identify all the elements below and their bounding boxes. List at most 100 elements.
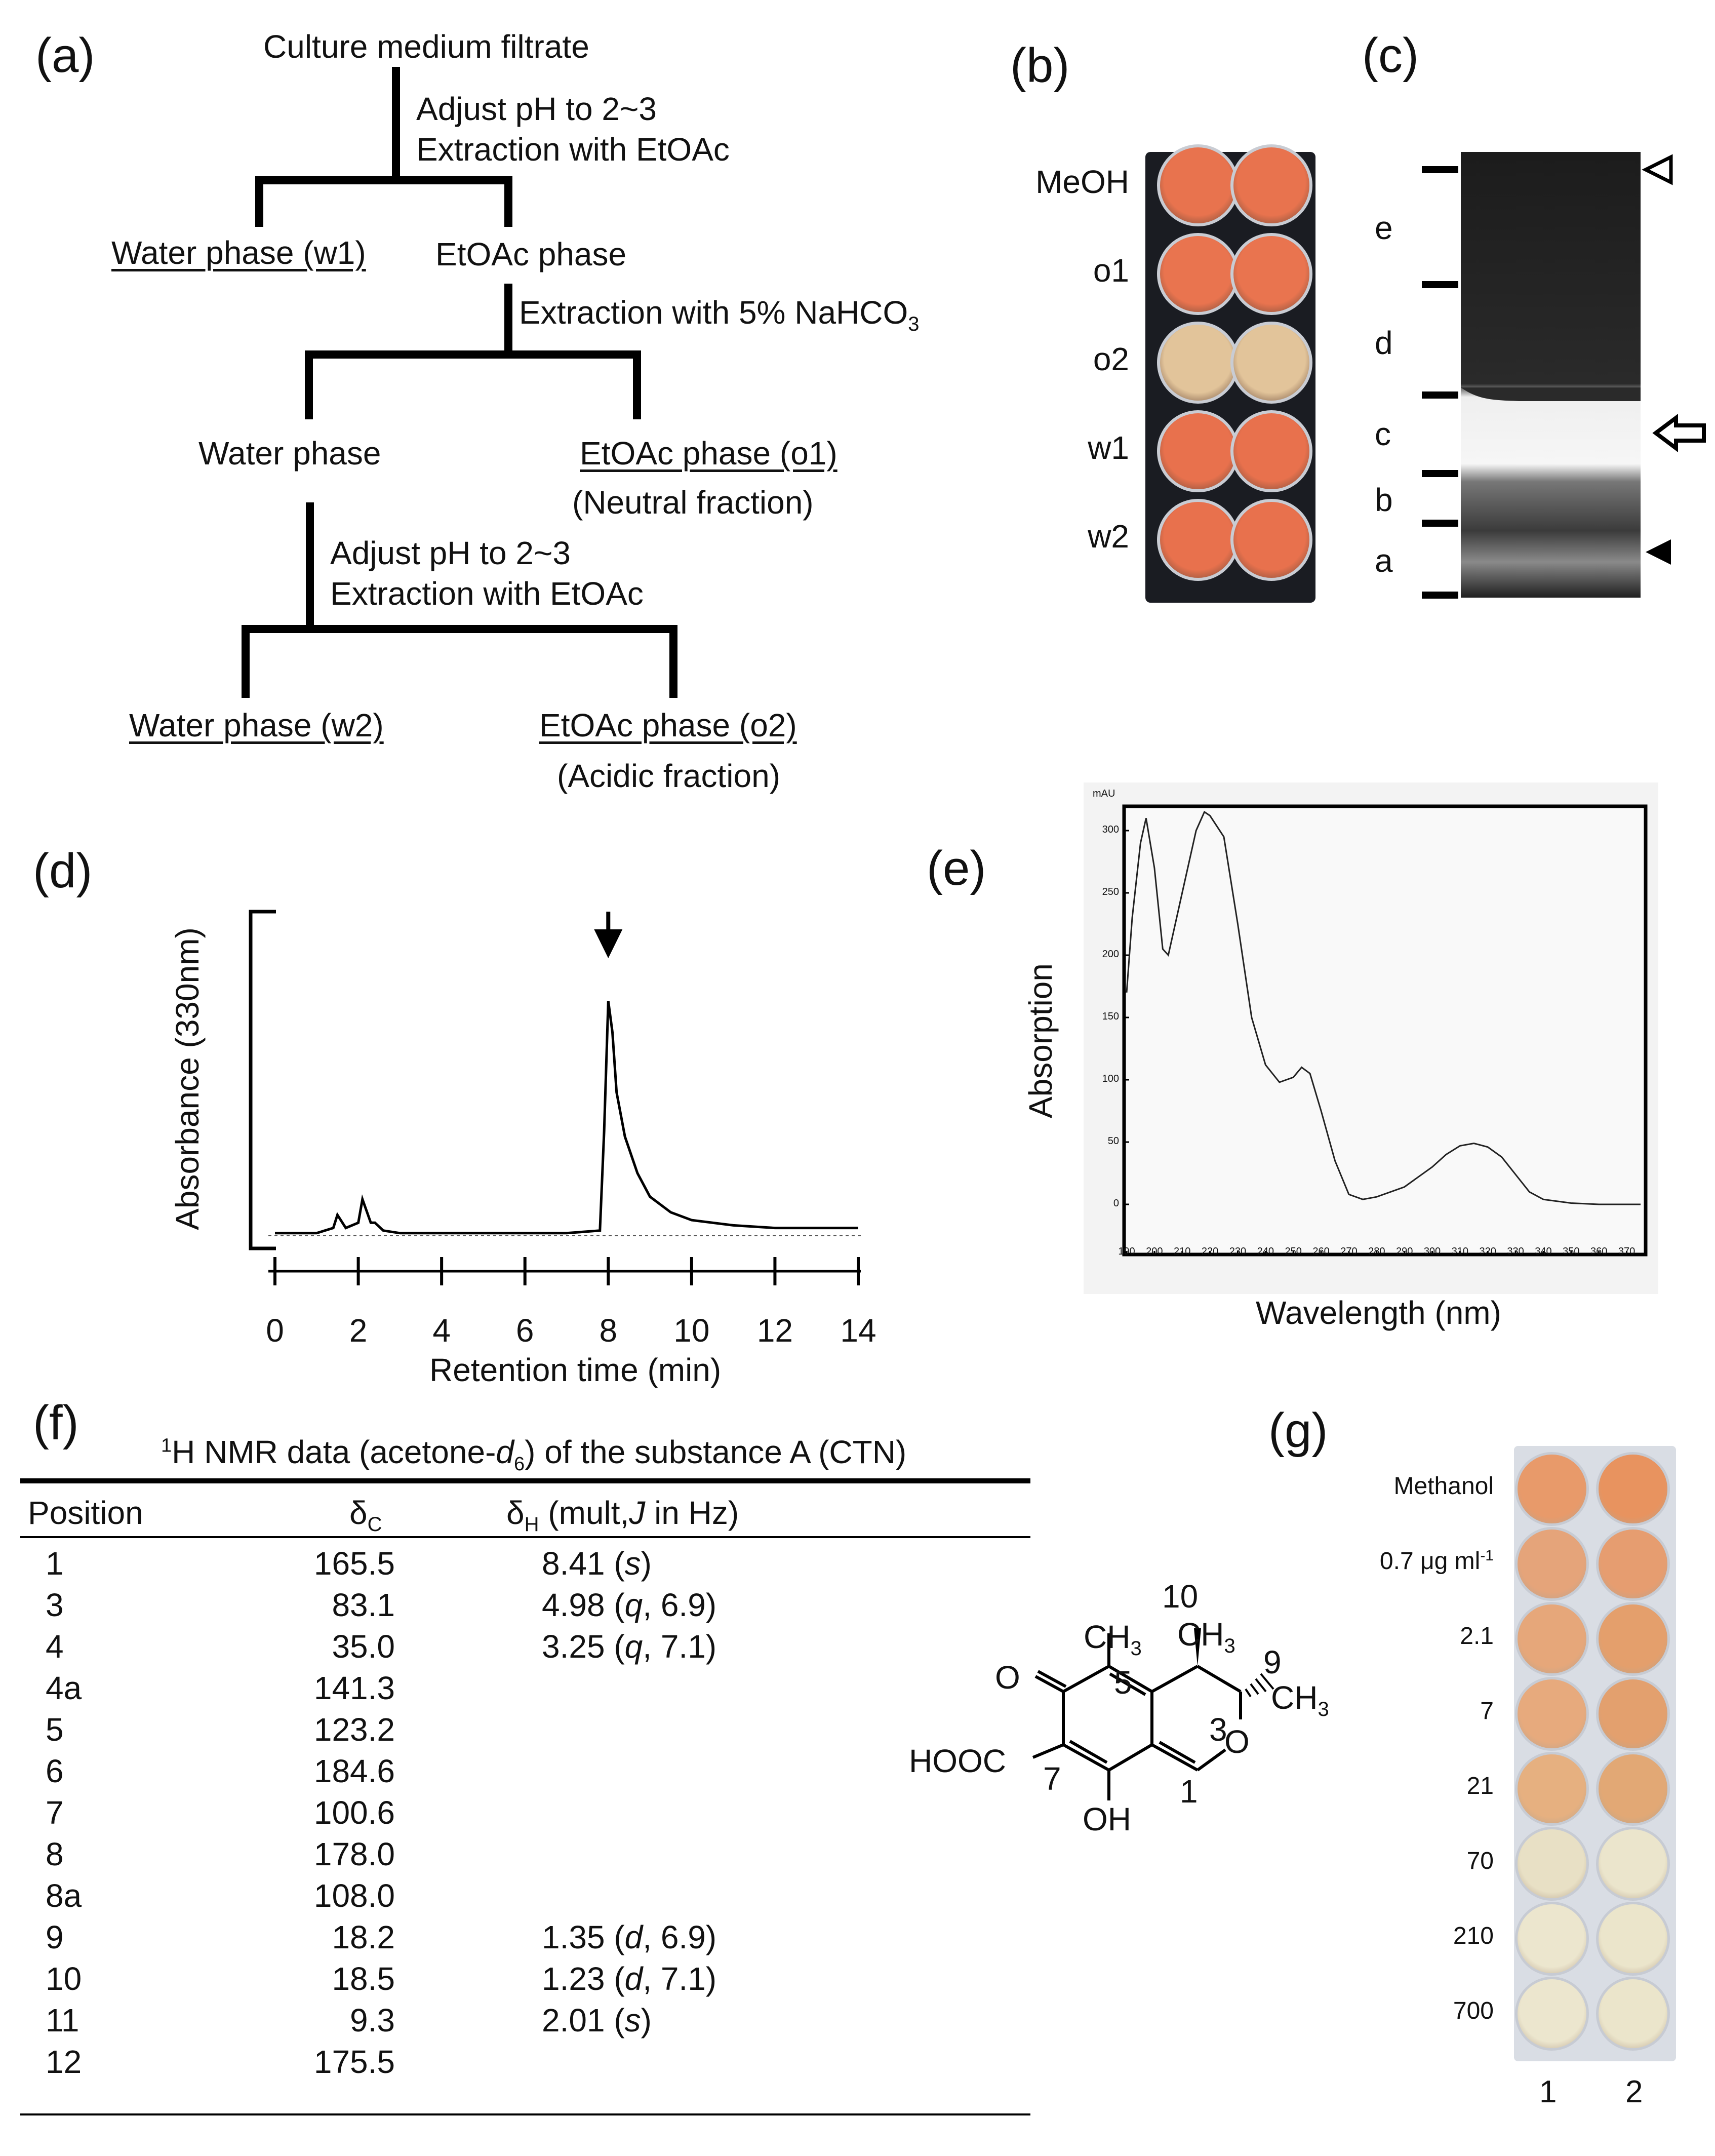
chart-d-xtick-label: 12 [756, 1312, 793, 1349]
gel-band-label-e: e [1375, 210, 1393, 246]
plate-g-row-label: 700 [1453, 1997, 1494, 2024]
nmr-cell-position: 9 [46, 1919, 64, 1955]
open-triangle-marker [1642, 154, 1673, 185]
nmr-header-position: Position [28, 1495, 143, 1531]
chart-d-xtick-label: 10 [673, 1312, 710, 1349]
struct-o-keto: O [995, 1659, 1020, 1696]
well-g [1515, 1827, 1589, 1901]
nmr-cell-position: 8a [46, 1877, 82, 1914]
well-g [1515, 1527, 1589, 1601]
nmr-cell-c: 9.3 [350, 2002, 395, 2039]
chart-e-xtick-label: 340 [1535, 1246, 1552, 1257]
chart-d-xtick-label: 0 [266, 1312, 284, 1349]
chart-e-ytick-label: 150 [1102, 1011, 1119, 1022]
chart-e-yunit: mAU [1093, 788, 1115, 799]
chart-e-ytick-label: 200 [1102, 949, 1119, 960]
well-b-w1-2 [1230, 410, 1312, 492]
well-g [1596, 1977, 1670, 2051]
nmr-cell-h: 3.25 (q, 7.1) [542, 1628, 717, 1665]
nmr-cell-c: 123.2 [313, 1711, 395, 1748]
struct-o-ring: O [1224, 1723, 1250, 1760]
plate-g-row-label: 210 [1453, 1923, 1494, 1949]
nmr-header-c: δC [349, 1495, 382, 1536]
flow-step3-line1: Adjust pH to 2~3 [330, 535, 571, 571]
chart-e-xtick-label: 330 [1507, 1246, 1524, 1257]
well-g [1515, 1452, 1589, 1526]
nmr-cell-h: 4.98 (q, 6.9) [542, 1587, 717, 1623]
struct-n3: 3 [1209, 1711, 1227, 1748]
chart-e-xtick-label: 260 [1312, 1246, 1330, 1257]
nmr-cell-c: 178.0 [313, 1836, 395, 1872]
chart-e-xtick-label: 190 [1118, 1246, 1135, 1257]
well-g [1596, 1677, 1670, 1751]
panel-label-g: (g) [1268, 1403, 1328, 1458]
nmr-header-h: δH (mult,J in Hz) [506, 1495, 739, 1536]
well-g [1596, 1827, 1670, 1901]
chart-e-xtick-label: 210 [1174, 1246, 1191, 1257]
well-g [1596, 1902, 1670, 1976]
flow-water-phase: Water phase [198, 435, 381, 472]
nmr-cell-position: 11 [46, 2002, 79, 2039]
chart-e-xtick-label: 280 [1368, 1246, 1385, 1257]
panel-label-b: (b) [1010, 38, 1070, 93]
well-g [1596, 1527, 1670, 1601]
chart-d-xlabel: Retention time (min) [429, 1352, 722, 1388]
struct-ch3-left: CH3 [1084, 1619, 1142, 1660]
well-b-w2-2 [1230, 499, 1312, 581]
chart-e-ytick-label: 0 [1113, 1198, 1119, 1209]
well-g [1596, 1602, 1670, 1676]
flow-etoac-o2: EtOAc phase (o2) [539, 707, 797, 743]
chart-d-xtick-label: 14 [840, 1312, 876, 1349]
nmr-cell-c: 108.0 [313, 1877, 395, 1914]
nmr-cell-position: 8 [46, 1836, 64, 1872]
chart-e-ytick-label: 300 [1102, 824, 1119, 835]
panel-label-a: (a) [35, 28, 95, 83]
chart-e-xtick-label: 320 [1479, 1246, 1496, 1257]
plate-g-col-2: 2 [1625, 2074, 1643, 2109]
well-g [1515, 1752, 1589, 1826]
chart-e-xtick-label: 250 [1285, 1246, 1302, 1257]
chart-d-xtick-label: 6 [515, 1312, 534, 1349]
nmr-title: 1H NMR data (acetone-d6) of the substanc… [161, 1434, 907, 1475]
nmr-cell-c: 175.5 [313, 2044, 395, 2080]
chart-e-xtick-label: 350 [1563, 1246, 1580, 1257]
plate-b-row-label: o2 [1093, 341, 1129, 377]
plate-g-row-label: 7 [1480, 1698, 1494, 1724]
chart-e-xlabel: Wavelength (nm) [1256, 1295, 1501, 1331]
chart-e-xtick-label: 230 [1229, 1246, 1247, 1257]
struct-n10: 10 [1162, 1578, 1199, 1615]
struct-ch3-top: CH3 [1177, 1616, 1235, 1657]
nmr-cell-position: 5 [46, 1711, 64, 1748]
well-g [1515, 1602, 1589, 1676]
nmr-cell-position: 4a [46, 1670, 82, 1706]
nmr-cell-position: 3 [46, 1587, 64, 1623]
uv-spectrum-line [1126, 810, 1641, 1205]
chart-d-xtick-label: 8 [599, 1312, 618, 1349]
chart-e-xtick-label: 300 [1423, 1246, 1441, 1257]
well-b-w1-1 [1157, 410, 1239, 492]
gel-band-label-d: d [1375, 325, 1393, 361]
chart-e-xtick-label: 220 [1201, 1246, 1219, 1257]
chart-d-xtick-label: 2 [349, 1312, 368, 1349]
well-b-o2-1 [1157, 322, 1239, 404]
nmr-cell-c: 141.3 [313, 1670, 395, 1706]
nmr-cell-h: 1.23 (d, 7.1) [542, 1961, 717, 1997]
chart-e-ytick-label: 50 [1107, 1135, 1119, 1147]
well-g [1515, 1977, 1589, 2051]
gel-band-label-a: a [1375, 542, 1393, 579]
nmr-cell-c: 83.1 [332, 1587, 395, 1623]
flow-etoac-phase: EtOAc phase [435, 236, 627, 272]
chart-e-xtick-label: 290 [1395, 1246, 1413, 1257]
struct-hooc: HOOC [909, 1743, 1006, 1779]
well-g [1596, 1452, 1670, 1526]
flow-water-w2: Water phase (w2) [129, 707, 384, 743]
struct-n9: 9 [1263, 1644, 1282, 1680]
nmr-cell-c: 184.6 [313, 1753, 395, 1789]
panel-label-e: (e) [927, 841, 986, 895]
chart-e-ytick-label: 250 [1102, 886, 1119, 897]
flow-neutral: (Neutral fraction) [572, 484, 814, 521]
nmr-cell-position: 10 [46, 1961, 82, 1997]
